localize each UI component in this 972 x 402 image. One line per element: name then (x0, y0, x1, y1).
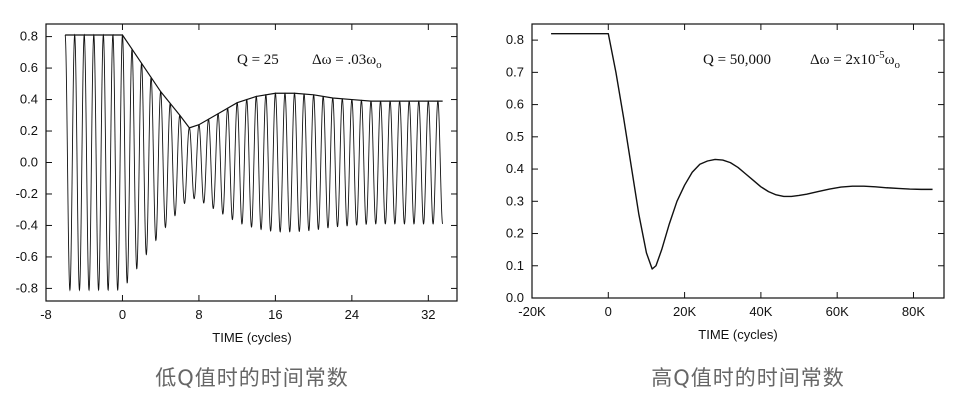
right-x-tick-label: 40K (749, 304, 772, 319)
right-response-line (551, 32, 933, 270)
left-y-tick-label: -0.2 (16, 186, 38, 201)
right-y-tick-label: 0.0 (506, 290, 524, 305)
left-axis-ticks: -8 0 8 16 24 32 0.8 0.6 0.4 0.2 0.0 -0.2 -0.4 -0.6 -0.… (16, 24, 457, 322)
right-x-tick-label: -20K (518, 304, 546, 319)
right-y-tick-label: 0.3 (506, 193, 524, 208)
right-chart: -20K 0 20K 40K 60K 80K 0.8 0.7 0.6 0.5 0.4 0.3 0.2 0.… (506, 23, 945, 390)
left-y-tick-label: -0.4 (16, 217, 38, 232)
right-axis-ticks: -20K 0 20K 40K 60K 80K 0.8 0.7 0.6 0.5 0.4 0.3 0.2 0.… (506, 24, 944, 319)
left-x-axis-label: TIME (cycles) (212, 330, 291, 345)
left-y-tick-label: 0.2 (20, 123, 38, 138)
left-y-tick-label: 0.6 (20, 60, 38, 75)
left-x-tick-label: -8 (40, 307, 52, 322)
right-x-tick-label: 0 (605, 304, 612, 319)
left-x-tick-label: 8 (195, 307, 202, 322)
right-y-tick-label: 0.6 (506, 97, 524, 112)
right-caption: 高Q值时的时间常数 (651, 366, 845, 390)
left-y-tick-label: -0.8 (16, 280, 38, 295)
left-data-marks (64, 33, 444, 292)
left-x-tick-label: 32 (421, 307, 435, 322)
left-x-tick-label: 24 (345, 307, 359, 322)
right-annotation-dw: Δω = 2x10-5ωo (810, 49, 901, 71)
right-annotation-q: Q = 50,000 (703, 52, 771, 68)
left-y-tick-label: 0.0 (20, 155, 38, 170)
right-plot-frame (531, 23, 945, 299)
right-x-tick-label: 60K (826, 304, 849, 319)
left-y-tick-label: -0.6 (16, 249, 38, 264)
left-annotation-dw: Δω = .03ωo (312, 52, 382, 71)
right-y-tick-label: 0.5 (506, 129, 524, 144)
right-y-tick-label: 0.8 (506, 32, 524, 47)
left-envelope-line (65, 34, 443, 129)
left-oscillation-line (64, 33, 444, 292)
left-chart: -8 0 8 16 24 32 0.8 0.6 0.4 0.2 0.0 -0.2 -0.4 -0.6 -0.… (16, 23, 458, 390)
left-y-tick-label: 0.8 (20, 29, 38, 44)
left-y-tick-label: 0.4 (20, 92, 38, 107)
left-x-tick-label: 16 (268, 307, 282, 322)
left-annotation-q: Q = 25 (237, 52, 279, 68)
right-x-axis-label: TIME (cycles) (698, 327, 777, 342)
right-y-tick-label: 0.7 (506, 64, 524, 79)
right-y-tick-label: 0.1 (506, 258, 524, 273)
right-data-marks (551, 32, 933, 270)
right-y-tick-label: 0.4 (506, 161, 524, 176)
right-x-tick-label: 20K (673, 304, 696, 319)
right-x-tick-label: 80K (902, 304, 925, 319)
right-y-tick-label: 0.2 (506, 226, 524, 241)
left-x-tick-label: 0 (119, 307, 126, 322)
left-caption: 低Q值时的时间常数 (155, 366, 349, 390)
